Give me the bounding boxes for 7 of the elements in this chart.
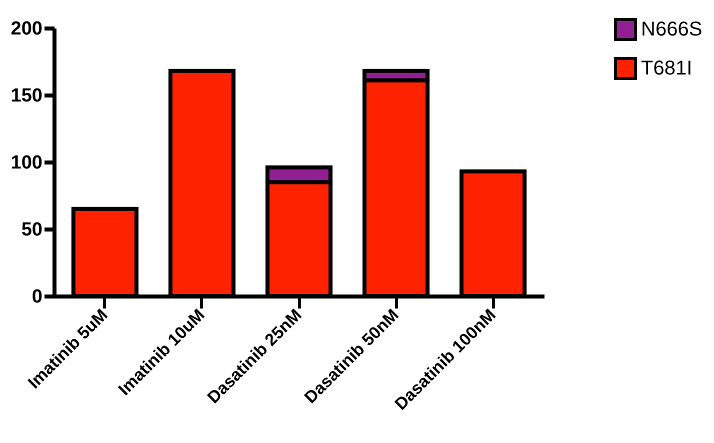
y-tick-label: 100 bbox=[10, 152, 42, 174]
legend-label: N666S bbox=[641, 18, 702, 40]
legend-label: T681I bbox=[641, 58, 692, 80]
y-tick-label: 0 bbox=[32, 286, 42, 308]
y-tick-label: 50 bbox=[21, 220, 42, 240]
y-tick-label: 200 bbox=[10, 18, 42, 40]
y-tick-label: 150 bbox=[10, 86, 42, 106]
